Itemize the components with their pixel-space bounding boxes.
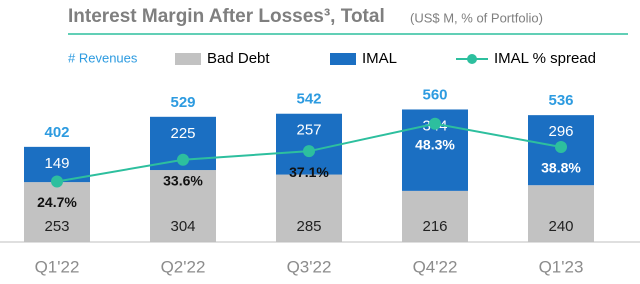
x-tick-label: Q2'22 xyxy=(161,257,206,276)
spread-marker xyxy=(303,145,315,158)
x-tick-label: Q1'23 xyxy=(539,257,584,276)
total-label: 560 xyxy=(422,86,447,103)
bar-value-label: 257 xyxy=(296,122,321,139)
legend-label: IMAL xyxy=(362,50,397,67)
bar-segment xyxy=(276,113,342,175)
spread-label: 37.1% xyxy=(289,164,329,180)
legend-label: IMAL % spread xyxy=(494,50,596,67)
legend-label: Bad Debt xyxy=(207,50,270,67)
spread-marker xyxy=(555,141,567,154)
bar-segment xyxy=(276,174,342,242)
x-tick-label: Q3'22 xyxy=(287,257,332,276)
total-label: 542 xyxy=(296,91,321,108)
spread-marker xyxy=(51,175,63,188)
chart-title: Interest Margin After Losses³, Total xyxy=(68,6,385,27)
bar-value-label: 216 xyxy=(422,218,447,235)
spread-marker xyxy=(429,117,441,130)
bar-value-label: 253 xyxy=(44,218,69,235)
bar-segment xyxy=(24,182,90,242)
total-label: 402 xyxy=(44,124,69,141)
bar-value-label: 225 xyxy=(170,125,195,142)
bar-value-label: 304 xyxy=(170,218,195,235)
legend-swatch xyxy=(330,53,356,65)
spread-label: 48.3% xyxy=(415,136,455,152)
bar-segment xyxy=(528,185,594,242)
legend-label: # Revenues xyxy=(68,50,138,65)
spread-marker xyxy=(177,153,189,166)
total-label: 529 xyxy=(170,94,195,111)
bar-segment xyxy=(402,190,468,242)
legend-marker xyxy=(467,54,477,64)
bar-value-label: 285 xyxy=(296,218,321,235)
bar-value-label: 240 xyxy=(548,218,573,235)
bar-value-label: 149 xyxy=(44,155,69,172)
spread-label: 38.8% xyxy=(541,160,581,176)
bar-segment xyxy=(150,170,216,242)
spread-label: 33.6% xyxy=(163,172,203,188)
bar-value-label: 296 xyxy=(548,123,573,140)
spread-label: 24.7% xyxy=(37,194,77,210)
x-tick-label: Q1'22 xyxy=(35,257,80,276)
x-tick-label: Q4'22 xyxy=(413,257,458,276)
legend-swatch xyxy=(175,53,201,65)
chart-subtitle: (US$ M, % of Portfolio) xyxy=(410,10,543,25)
total-label: 536 xyxy=(548,92,573,109)
